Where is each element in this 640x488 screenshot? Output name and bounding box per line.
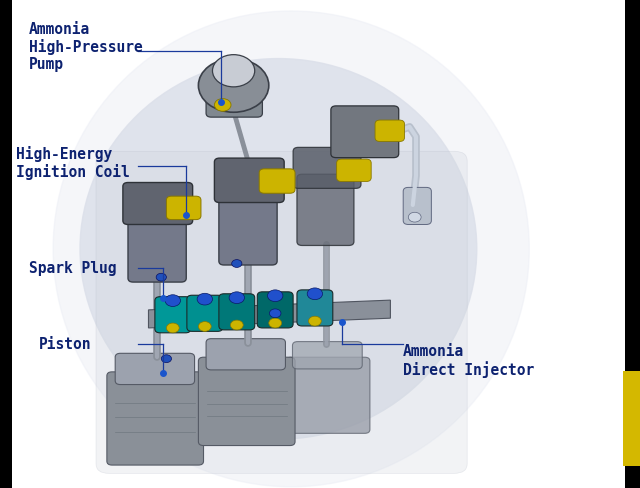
FancyBboxPatch shape	[286, 357, 370, 433]
Text: Ammonia
High-Pressure
Pump: Ammonia High-Pressure Pump	[29, 22, 143, 72]
FancyBboxPatch shape	[155, 297, 191, 333]
Circle shape	[214, 99, 231, 111]
FancyBboxPatch shape	[96, 151, 467, 473]
FancyBboxPatch shape	[331, 106, 399, 158]
Ellipse shape	[80, 59, 477, 439]
FancyBboxPatch shape	[293, 147, 361, 188]
Circle shape	[212, 55, 255, 87]
FancyBboxPatch shape	[297, 174, 354, 245]
FancyBboxPatch shape	[166, 196, 201, 220]
Text: Piston: Piston	[38, 337, 91, 351]
Circle shape	[198, 59, 269, 112]
Circle shape	[166, 323, 179, 333]
Circle shape	[269, 309, 281, 318]
Circle shape	[308, 316, 321, 326]
Circle shape	[408, 212, 421, 222]
Circle shape	[198, 322, 211, 331]
Circle shape	[197, 293, 212, 305]
Ellipse shape	[53, 11, 529, 487]
Circle shape	[269, 318, 282, 328]
Circle shape	[307, 288, 323, 300]
FancyBboxPatch shape	[198, 357, 295, 446]
Circle shape	[161, 355, 172, 363]
Circle shape	[230, 320, 243, 330]
FancyBboxPatch shape	[403, 187, 431, 224]
Bar	[623, 371, 640, 466]
Circle shape	[156, 273, 166, 281]
Polygon shape	[148, 300, 390, 328]
FancyBboxPatch shape	[257, 292, 293, 328]
Circle shape	[232, 260, 242, 267]
FancyBboxPatch shape	[297, 290, 333, 326]
Text: Spark Plug: Spark Plug	[29, 261, 116, 276]
FancyBboxPatch shape	[292, 342, 362, 369]
FancyBboxPatch shape	[128, 211, 186, 282]
Circle shape	[165, 295, 180, 306]
Bar	[625, 0, 640, 488]
FancyBboxPatch shape	[219, 294, 255, 330]
FancyBboxPatch shape	[187, 295, 223, 331]
Circle shape	[229, 292, 244, 304]
FancyBboxPatch shape	[219, 189, 277, 265]
FancyBboxPatch shape	[206, 339, 285, 370]
FancyBboxPatch shape	[375, 120, 404, 142]
Bar	[0, 0, 12, 488]
FancyBboxPatch shape	[214, 158, 284, 203]
FancyBboxPatch shape	[259, 169, 295, 193]
FancyBboxPatch shape	[206, 80, 262, 117]
FancyBboxPatch shape	[115, 353, 195, 385]
Text: High-Energy
Ignition Coil: High-Energy Ignition Coil	[16, 146, 130, 181]
FancyBboxPatch shape	[337, 159, 371, 182]
Text: Ammonia
Direct Injector: Ammonia Direct Injector	[403, 344, 534, 378]
FancyBboxPatch shape	[107, 372, 204, 465]
Circle shape	[268, 290, 283, 302]
FancyBboxPatch shape	[123, 183, 193, 224]
